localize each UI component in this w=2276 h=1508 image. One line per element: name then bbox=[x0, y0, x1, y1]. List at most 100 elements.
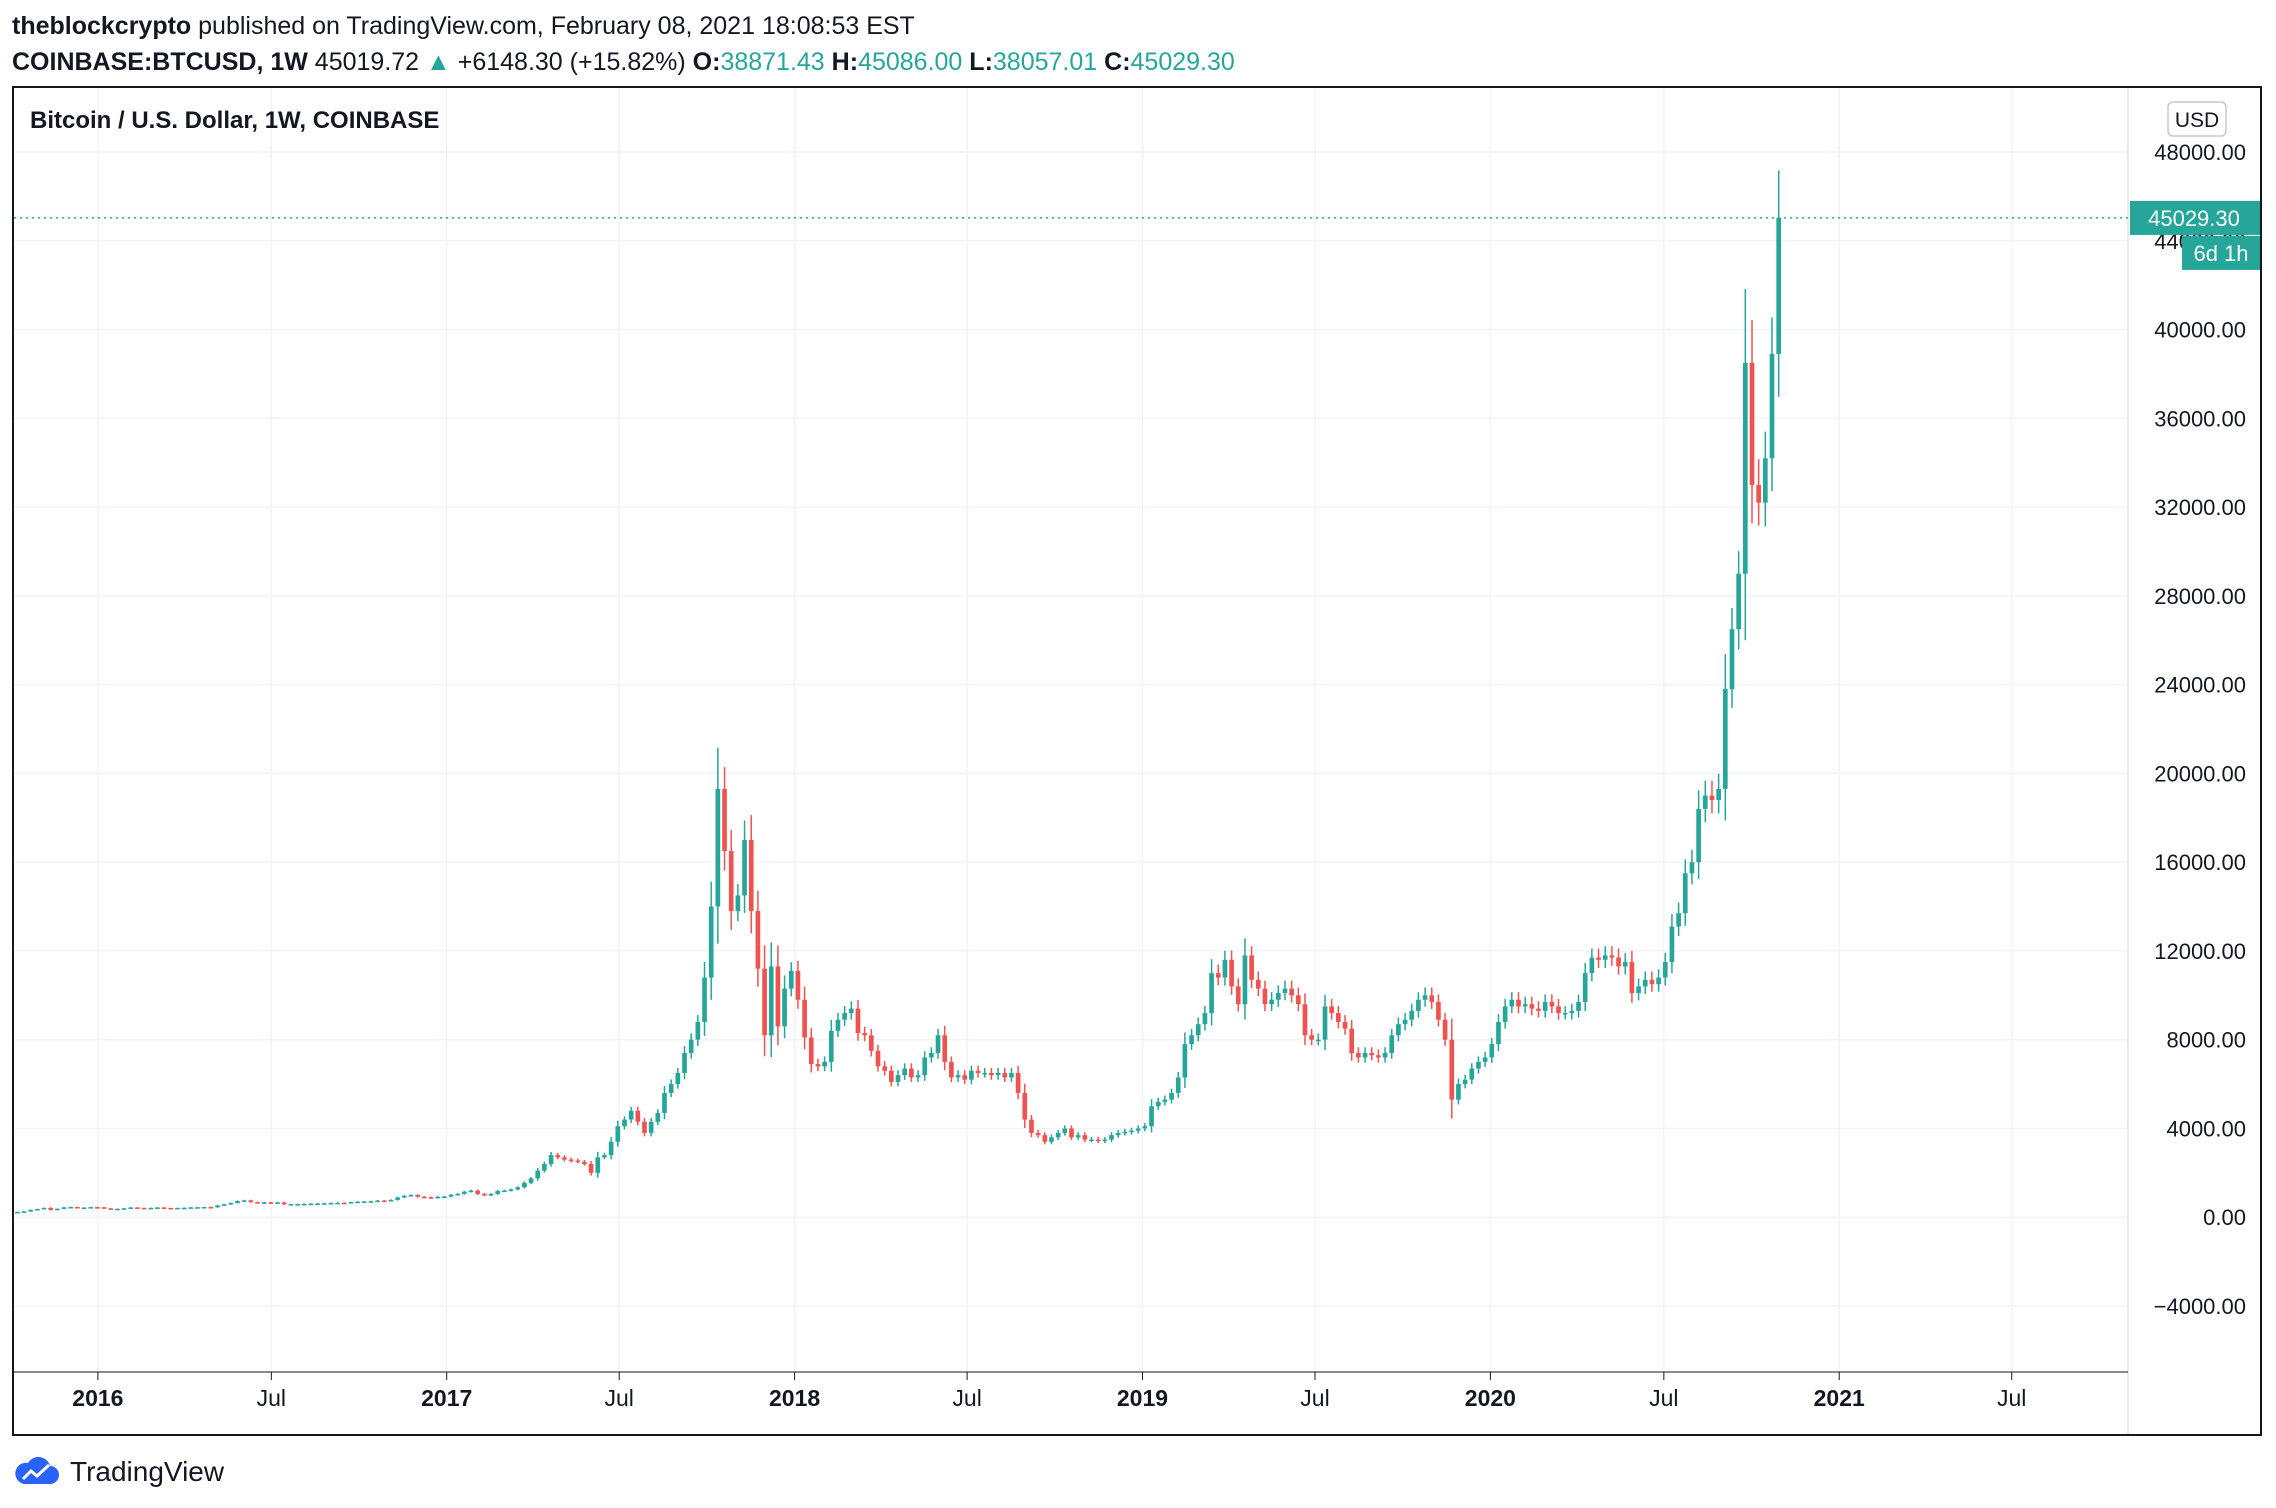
candle-body bbox=[61, 1207, 67, 1209]
candle-body bbox=[1215, 973, 1221, 978]
candle-body bbox=[401, 1195, 407, 1198]
candle-body bbox=[101, 1207, 107, 1209]
candle-body bbox=[1249, 955, 1254, 980]
y-tick-label: 12000.00 bbox=[2154, 939, 2246, 964]
candle-body bbox=[995, 1072, 1001, 1076]
candle-body bbox=[949, 1061, 954, 1078]
candlestick-chart[interactable]: −4000.00 0.00 4000.00 8000.00 12000.00 16000.… bbox=[14, 88, 2260, 1434]
candle-body bbox=[255, 1202, 260, 1204]
candle-body bbox=[88, 1207, 94, 1209]
publish-line: theblockcrypto published on TradingView.… bbox=[12, 8, 1235, 44]
candle-body bbox=[1636, 986, 1641, 994]
candle-body bbox=[148, 1207, 154, 1210]
x-tick-label: Jul bbox=[1997, 1385, 2026, 1411]
candle-body bbox=[95, 1207, 100, 1209]
candle-body bbox=[1262, 988, 1268, 1005]
author-name[interactable]: theblockcrypto bbox=[12, 12, 192, 40]
candle-body bbox=[702, 977, 707, 1022]
candle-body bbox=[1209, 973, 1214, 1014]
candle-body bbox=[802, 999, 807, 1038]
tradingview-brand[interactable]: TradingView bbox=[70, 1456, 225, 1487]
candle-body bbox=[1182, 1044, 1188, 1078]
candle-body bbox=[1122, 1131, 1128, 1134]
candle-body bbox=[588, 1163, 594, 1173]
y-tick-label: 36000.00 bbox=[2154, 406, 2246, 431]
candle-body bbox=[1029, 1119, 1034, 1133]
candle-body bbox=[1582, 973, 1588, 1002]
close-value: 45029.30 bbox=[1130, 48, 1235, 76]
candle-body bbox=[1769, 353, 1775, 459]
candle-body bbox=[835, 1019, 841, 1031]
candle-body bbox=[502, 1190, 507, 1193]
candle-body bbox=[1416, 999, 1421, 1011]
candle-body bbox=[1536, 1008, 1541, 1011]
candle-body bbox=[675, 1072, 681, 1085]
candle-body bbox=[555, 1155, 561, 1158]
candle-body bbox=[368, 1201, 374, 1203]
candle-body bbox=[1356, 1053, 1361, 1058]
price-axis[interactable]: −4000.00 0.00 4000.00 8000.00 12000.00 16000.… bbox=[2154, 140, 2246, 1319]
candle-body bbox=[1389, 1035, 1395, 1054]
candle-body bbox=[1022, 1092, 1028, 1120]
candle-body bbox=[1336, 1013, 1341, 1022]
candle-body bbox=[1642, 979, 1648, 987]
candle-body bbox=[341, 1202, 347, 1205]
candle-body bbox=[1396, 1024, 1401, 1036]
y-tick-label: 24000.00 bbox=[2154, 673, 2246, 698]
candle-body bbox=[982, 1072, 988, 1075]
x-tick-label: Jul bbox=[605, 1385, 634, 1411]
candle-body bbox=[1502, 1006, 1508, 1022]
candle-body bbox=[81, 1207, 87, 1210]
candle-body bbox=[508, 1189, 514, 1191]
y-tick-label: −4000.00 bbox=[2154, 1294, 2246, 1319]
candle-body bbox=[41, 1207, 47, 1210]
candle-body bbox=[1476, 1061, 1481, 1069]
candle-body bbox=[408, 1195, 414, 1197]
candle-body bbox=[942, 1035, 948, 1062]
last-price-tag-label: 45029.30 bbox=[2148, 206, 2240, 231]
candle-body bbox=[75, 1207, 80, 1209]
candle-body bbox=[1009, 1072, 1014, 1078]
candle-body bbox=[1682, 873, 1688, 914]
candle-body bbox=[1362, 1053, 1368, 1058]
candle-body bbox=[455, 1193, 461, 1196]
candle-body bbox=[168, 1208, 174, 1210]
candle-body bbox=[1469, 1068, 1475, 1080]
candle-body bbox=[195, 1207, 200, 1209]
candle-body bbox=[1609, 955, 1615, 958]
candle-body bbox=[728, 851, 734, 911]
candle-body bbox=[235, 1201, 240, 1204]
candle-body bbox=[1069, 1128, 1074, 1138]
candle-body bbox=[1436, 1001, 1441, 1020]
candle-body bbox=[1749, 362, 1755, 485]
candle-body bbox=[575, 1160, 581, 1163]
open-label: O: bbox=[692, 48, 721, 76]
candle-body bbox=[889, 1070, 894, 1082]
candle-body bbox=[528, 1178, 534, 1183]
candle-body bbox=[742, 839, 747, 896]
candle-body bbox=[1456, 1084, 1461, 1100]
candle-body bbox=[1529, 1004, 1535, 1009]
candle-body bbox=[155, 1207, 160, 1209]
candle-body bbox=[1702, 795, 1708, 809]
candle-body bbox=[788, 970, 794, 989]
x-tick-label: 2020 bbox=[1465, 1385, 1516, 1411]
candle-body bbox=[1656, 977, 1661, 985]
candle-body bbox=[515, 1187, 521, 1190]
candle-body bbox=[121, 1208, 127, 1210]
y-tick-label: 28000.00 bbox=[2154, 584, 2246, 609]
time-axis[interactable]: 2016 Jul 2017 Jul 2018 Jul 2019 Jul 2020 Jul 2021 J… bbox=[72, 1372, 2026, 1411]
candle-body bbox=[989, 1072, 994, 1076]
candle-body bbox=[1269, 999, 1274, 1005]
candle-body bbox=[115, 1208, 120, 1211]
candle-body bbox=[1676, 913, 1681, 927]
candle-body bbox=[275, 1202, 280, 1204]
candle-body bbox=[602, 1155, 607, 1158]
currency-button[interactable]: USD bbox=[2167, 101, 2227, 137]
candle-body bbox=[562, 1157, 567, 1160]
candle-body bbox=[448, 1194, 454, 1197]
tradingview-cloud-icon[interactable] bbox=[14, 1457, 60, 1487]
candle-body bbox=[468, 1190, 474, 1193]
candle-body bbox=[388, 1199, 394, 1202]
candle-body bbox=[929, 1053, 934, 1058]
